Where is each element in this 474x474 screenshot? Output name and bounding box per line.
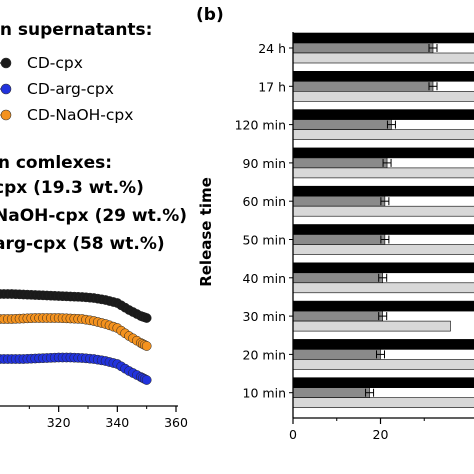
bar-group-1	[292, 71, 474, 102]
legend-label-2: CD-NaOH-cpx	[27, 106, 133, 124]
bar-4-1	[292, 195, 386, 207]
complex-label-cd-arg-cpx: arg-cpx (58 wt.%)	[0, 234, 165, 254]
complex-label-cd-naoh-cpx: NaOH-cpx (29 wt.%)	[0, 206, 187, 226]
bar-group-8	[292, 339, 474, 370]
y-tick-label-b-0: 24 h	[258, 41, 286, 56]
series-cd-naoh-cpx	[0, 313, 152, 351]
bar-group-5	[292, 224, 474, 255]
bar-1-2	[292, 91, 474, 102]
legend-label-1: CD-arg-cpx	[27, 80, 114, 98]
bar-group-0	[292, 32, 474, 64]
bar-3-0	[292, 147, 474, 159]
y-tick-label-b-4: 60 min	[243, 194, 286, 209]
series-marker	[141, 313, 152, 323]
bar-8-0	[292, 339, 474, 350]
bar-6-1	[292, 272, 383, 284]
legend-title-complexes: in comlexes:	[0, 153, 112, 173]
panel-label-b: (b)	[196, 5, 224, 25]
bar-3-2	[292, 167, 474, 179]
x-tick-label-a-2: 360	[164, 415, 188, 430]
bar-7-0	[292, 300, 474, 312]
y-axis-label-b: Release time	[197, 177, 215, 287]
bar-0-1	[292, 42, 434, 54]
bar-8-2	[292, 359, 474, 370]
bar-2-1	[292, 119, 392, 130]
y-tick-label-b-8: 20 min	[243, 347, 286, 362]
y-tick-label-b-3: 90 min	[243, 156, 286, 171]
y-tick-label-b-5: 50 min	[243, 233, 286, 248]
series-cd-cpx	[0, 289, 152, 323]
bar-1-0	[292, 71, 474, 82]
series-marker	[141, 341, 152, 351]
bar-group-6	[292, 262, 474, 294]
bar-0-0	[292, 32, 474, 44]
y-tick-label-b-1: 17 h	[258, 79, 286, 94]
bar-3-1	[292, 157, 388, 169]
legend-label-0: CD-cpx	[27, 54, 83, 72]
y-tick-label-b-7: 30 min	[243, 309, 286, 324]
bar-8-1	[292, 349, 381, 360]
legend-panel-a: in supernatants: CD-cpx CD-arg-cpx CD-NaOH…	[0, 20, 187, 254]
y-tick-label-b-2: 120 min	[235, 118, 286, 133]
plot-panel-a: 320 340 360	[0, 289, 188, 430]
bar-6-0	[292, 262, 474, 274]
x-tick-label-b-1: 20	[373, 427, 389, 442]
bar-6-2	[292, 282, 474, 294]
bar-4-2	[292, 205, 474, 217]
bar-group-4	[292, 185, 474, 217]
bar-9-1	[292, 387, 370, 399]
bar-0-2	[292, 52, 474, 64]
legend-marker-0	[0, 57, 12, 69]
bar-9-2	[292, 397, 474, 409]
series-cd-arg-cpx	[0, 352, 152, 385]
complex-label-cd-cpx: cpx (19.3 wt.%)	[0, 178, 144, 198]
x-tick-label-b-0: 0	[289, 427, 297, 442]
legend-title-supernatants: in supernatants:	[0, 20, 152, 40]
bar-2-2	[292, 129, 474, 140]
bar-group-3	[292, 147, 474, 179]
bar-5-1	[292, 234, 386, 245]
bar-5-2	[292, 244, 474, 255]
x-tick-label-a-0: 320	[47, 415, 71, 430]
bar-7-1	[292, 310, 383, 322]
legend-marker-1	[0, 83, 12, 95]
bar-4-0	[292, 185, 474, 197]
bar-group-7	[292, 300, 474, 332]
bar-5-0	[292, 224, 474, 235]
bar-7-2	[292, 320, 451, 332]
y-tick-label-b-6: 40 min	[243, 271, 286, 286]
bar-2-0	[292, 109, 474, 120]
legend-marker-2	[0, 109, 12, 121]
x-tick-label-a-1: 340	[105, 415, 129, 430]
y-tick-label-b-9: 10 min	[243, 386, 286, 401]
plot-panel-b: 24 h 17 h 120 min 90 min 60 min 50 min 40 min 3…	[235, 32, 474, 442]
bar-group-2	[292, 109, 474, 140]
series-marker	[141, 375, 152, 385]
bar-group-9	[292, 377, 474, 409]
bar-1-1	[292, 81, 434, 92]
bar-9-0	[292, 377, 474, 389]
